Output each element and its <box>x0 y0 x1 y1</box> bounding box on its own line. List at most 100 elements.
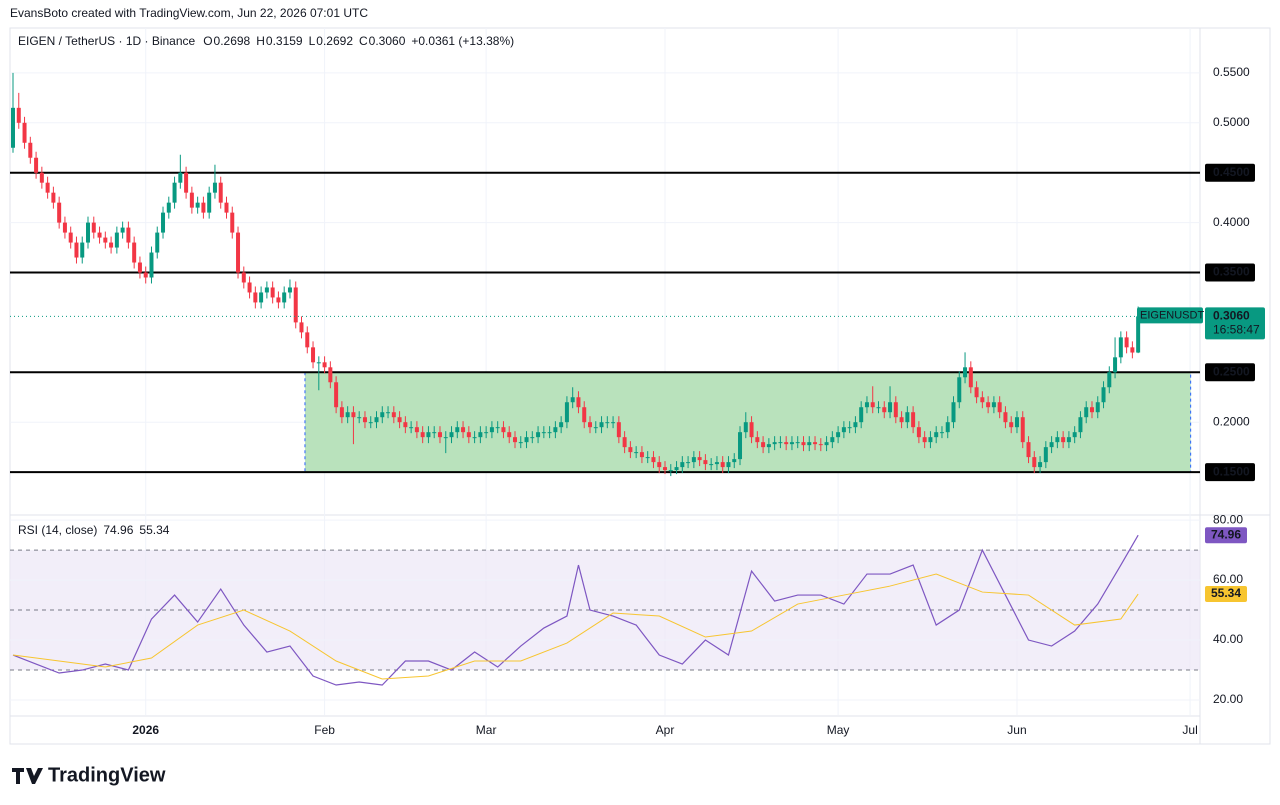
candle-body <box>870 402 875 408</box>
candle-body <box>132 242 137 263</box>
candle-body <box>1003 412 1008 423</box>
candle-body <box>622 437 627 448</box>
candle-body <box>339 407 344 418</box>
rsi-line <box>12 573 1139 680</box>
brand-logo: TradingView <box>12 764 166 786</box>
rsi-value-box <box>1205 527 1247 544</box>
candle-body <box>709 464 714 466</box>
candle-body <box>166 202 171 213</box>
candle-body <box>397 417 402 423</box>
candle-body <box>172 182 177 203</box>
candle-body <box>155 232 160 253</box>
candle-body <box>1072 432 1077 438</box>
candle-body <box>536 432 541 438</box>
candle-body <box>1038 462 1043 468</box>
rsi-tick-label: 80.00 <box>1213 512 1243 526</box>
candle-body <box>1032 457 1037 468</box>
candle-body <box>305 332 310 348</box>
candle-body <box>991 402 996 408</box>
candle-body <box>530 437 535 439</box>
candle-body <box>34 157 39 173</box>
candle-body <box>726 462 731 468</box>
candle-body <box>899 417 904 423</box>
ohlc-key: L <box>309 34 316 48</box>
candle-body <box>143 272 148 278</box>
candle-body <box>403 422 408 428</box>
candle-body <box>945 422 950 433</box>
y-tick-label: 0.5500 <box>1213 65 1250 79</box>
candle-body <box>524 437 529 443</box>
candle-body <box>738 432 743 460</box>
candle-body <box>484 432 489 434</box>
rsi-line <box>12 534 1139 686</box>
candle-body <box>489 427 494 433</box>
candle-body <box>784 442 789 445</box>
candle-body <box>455 427 460 433</box>
candle-body <box>184 172 189 193</box>
candle-body <box>876 407 881 409</box>
price-change: +0.0361 (+13.38%) <box>411 34 514 48</box>
x-tick-label: Mar <box>476 723 497 737</box>
candle-body <box>1055 437 1060 443</box>
candle-body <box>28 142 33 158</box>
candle-body <box>1066 437 1071 443</box>
candle-body <box>570 397 575 403</box>
candle-body <box>905 412 910 423</box>
rsi-tick-label: 20.00 <box>1213 692 1243 706</box>
candle-body <box>559 422 564 428</box>
symbol-label: EIGENUSDT <box>1140 309 1204 321</box>
candle-body <box>761 442 766 448</box>
y-tick-label: 0.5000 <box>1213 115 1250 129</box>
rsi-legend-value: 74.96 <box>103 523 133 537</box>
candle-body <box>674 467 679 471</box>
candle-body <box>645 457 650 459</box>
rsi-tick-label: 60.00 <box>1213 572 1243 586</box>
candle-body <box>934 432 939 438</box>
symbol-title: EIGEN / TetherUS · 1D · Binance <box>18 34 196 48</box>
candle-body <box>137 262 142 273</box>
symbol-box <box>1137 307 1203 324</box>
candle-body <box>582 407 587 423</box>
candle-body <box>322 362 327 368</box>
candle-body <box>986 402 991 408</box>
price-box <box>1205 307 1265 340</box>
candle-body <box>663 467 668 471</box>
candle-body <box>1118 337 1123 358</box>
level-label: 0.1500 <box>1213 464 1250 478</box>
candle-body <box>224 202 229 213</box>
candle-body <box>466 432 471 438</box>
candle-body <box>853 422 858 428</box>
candle-body <box>1136 316 1141 353</box>
candle-body <box>974 387 979 398</box>
range-zone <box>304 371 1192 473</box>
candle-body <box>420 432 425 438</box>
candle-body <box>201 202 206 213</box>
candle-body <box>703 460 708 465</box>
level-label: 0.4500 <box>1213 165 1250 179</box>
candle-body <box>1124 337 1129 348</box>
candle-body <box>755 437 760 443</box>
candle-body <box>264 287 269 293</box>
candle-body <box>836 432 841 438</box>
candle-body <box>316 362 321 364</box>
candle-body <box>334 382 339 408</box>
logo-mark <box>12 768 43 784</box>
candle-body <box>478 432 483 438</box>
candle-body <box>51 192 56 203</box>
candle-body <box>437 432 442 438</box>
candle-body <box>1130 347 1135 353</box>
candle-body <box>605 422 610 424</box>
rsi-title: RSI (14, close) <box>18 523 97 537</box>
rsi-value-label: 55.34 <box>1211 586 1241 600</box>
candle-body <box>218 182 223 203</box>
candle-body <box>328 367 333 383</box>
candle-body <box>80 242 85 258</box>
candle-body <box>461 427 466 433</box>
rsi-tick-label: 40.00 <box>1213 632 1243 646</box>
candle-body <box>593 427 598 429</box>
candle-body <box>380 412 385 418</box>
candle-body <box>241 272 246 283</box>
candle-body <box>824 442 829 446</box>
x-tick-label: Jun <box>1007 723 1026 737</box>
